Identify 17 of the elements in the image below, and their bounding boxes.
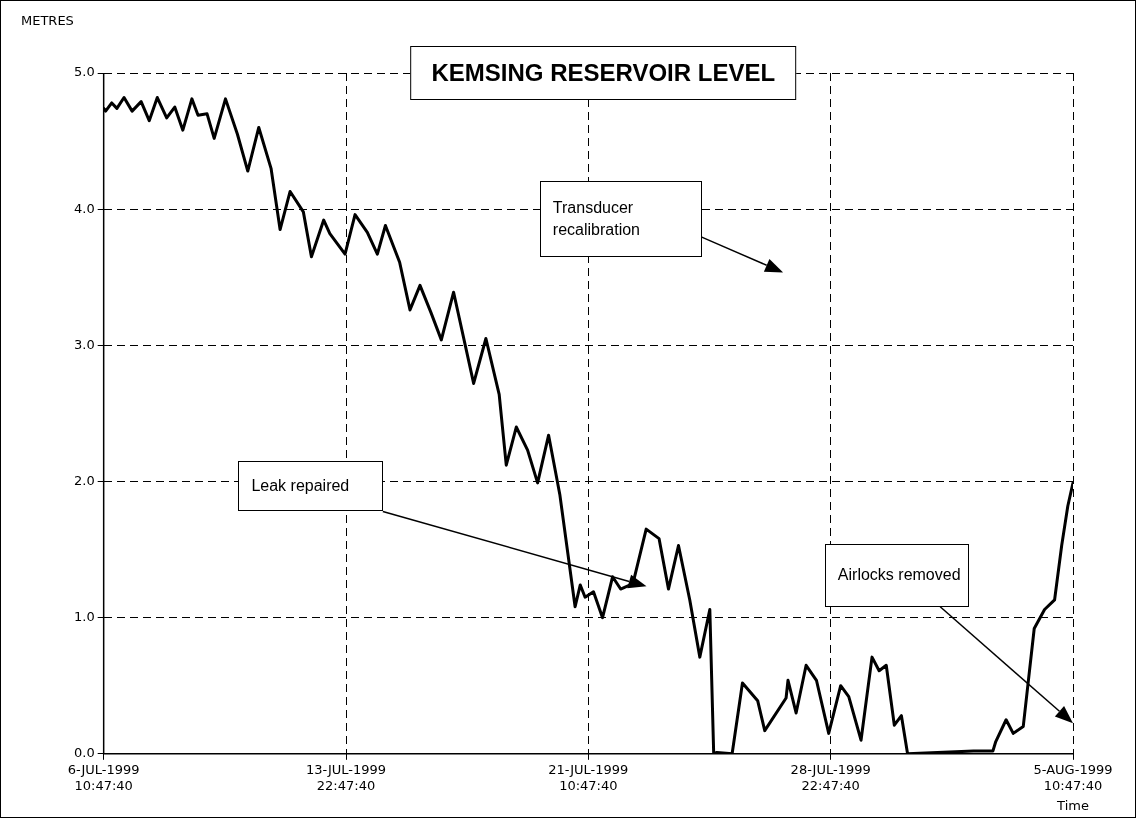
callout-box: Transducer recalibration [539, 181, 702, 258]
y-axis-title: METRES [21, 13, 74, 28]
y-tick-label: 5.0 [73, 64, 95, 80]
x-tick-label: 13-JUL-1999 22:47:40 [305, 761, 387, 793]
x-tick-label: 6-JUL-1999 10:47:40 [67, 761, 140, 793]
x-tick-label: 5-AUG-1999 10:47:40 [1033, 761, 1113, 793]
y-tick-label: 1.0 [73, 609, 95, 625]
callout-box: Leak repaired [238, 461, 383, 512]
callout-box: Airlocks removed [824, 544, 970, 607]
x-axis-title: Time [1056, 797, 1089, 813]
y-tick-label: 3.0 [73, 336, 95, 352]
x-tick-label: 28-JUL-1999 22:47:40 [790, 761, 871, 793]
chart-title: KEMSING RESERVOIR LEVEL [410, 46, 797, 100]
y-tick-label: 0.0 [73, 745, 95, 761]
y-tick-label: 4.0 [73, 200, 95, 216]
y-tick-label: 2.0 [73, 472, 95, 488]
x-tick-label: 21-JUL-1999 10:47:40 [548, 761, 629, 793]
